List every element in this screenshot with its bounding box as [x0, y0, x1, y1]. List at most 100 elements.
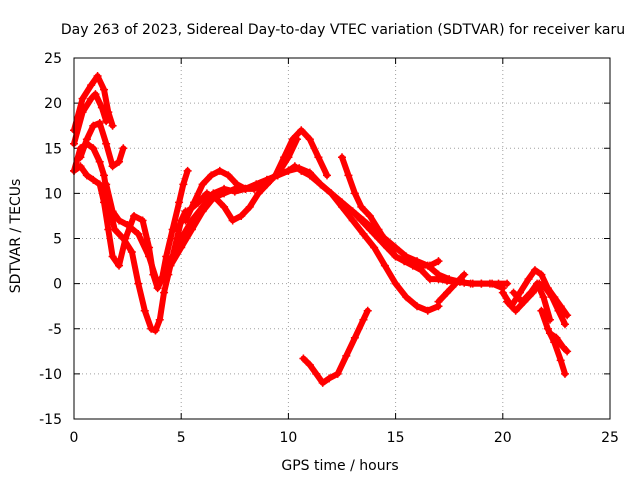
- data-point-marker: [198, 180, 207, 189]
- data-point-marker: [365, 225, 374, 234]
- series-track-16: [509, 279, 554, 324]
- plot-frame: [73, 57, 611, 420]
- data-point-marker: [211, 193, 220, 202]
- data-point-marker: [425, 261, 434, 270]
- y-axis-label: SDTVAR / TECUs: [8, 179, 24, 294]
- data-point-marker: [172, 225, 181, 234]
- data-point-marker: [89, 121, 98, 130]
- data-point-marker: [284, 166, 293, 175]
- data-point-marker: [494, 279, 503, 288]
- data-point-marker: [554, 306, 563, 315]
- data-point-marker: [78, 108, 87, 117]
- data-point-marker: [134, 229, 143, 238]
- data-point-marker: [338, 198, 346, 207]
- data-point-marker: [108, 162, 117, 171]
- data-point-marker: [119, 144, 128, 153]
- data-point-marker: [556, 356, 565, 365]
- data-point-marker: [537, 306, 546, 315]
- x-tick-label: 25: [601, 430, 619, 446]
- data-point-marker: [383, 243, 392, 252]
- series-track-13: [434, 270, 469, 306]
- data-point-marker: [374, 225, 383, 234]
- series-track-9: [181, 135, 301, 225]
- data-point-marker: [181, 216, 190, 225]
- data-point-marker: [177, 243, 186, 252]
- data-point-marker: [503, 297, 512, 306]
- data-point-marker: [179, 180, 188, 189]
- data-point-marker: [545, 329, 554, 338]
- series-track-3: [76, 118, 128, 171]
- data-point-marker: [434, 297, 443, 306]
- data-point-marker: [357, 216, 366, 225]
- data-point-marker: [318, 378, 327, 387]
- data-point-marker: [232, 180, 241, 189]
- data-point-marker: [104, 225, 113, 234]
- data-point-marker: [350, 189, 359, 198]
- data-point-marker: [518, 297, 527, 306]
- data-point-marker: [115, 157, 124, 166]
- data-point-marker: [160, 270, 169, 279]
- data-point-marker: [108, 252, 117, 261]
- data-point-marker: [95, 157, 104, 166]
- y-tick-label: 25: [44, 51, 62, 67]
- data-point-marker: [443, 288, 452, 297]
- data-point-marker: [284, 153, 293, 162]
- data-point-marker: [89, 144, 98, 153]
- data-point-marker: [295, 164, 304, 173]
- data-point-marker: [537, 270, 546, 279]
- data-point-marker: [130, 211, 139, 220]
- data-point-marker: [374, 234, 383, 243]
- data-point-marker: [400, 257, 409, 266]
- data-point-marker: [292, 135, 301, 144]
- data-point-marker: [100, 198, 109, 207]
- series-track-18: [545, 329, 572, 356]
- data-point-marker: [134, 279, 143, 288]
- data-point-marker: [443, 276, 452, 285]
- data-point-marker: [423, 306, 432, 315]
- data-point-marker: [434, 275, 443, 284]
- data-point-marker: [365, 211, 374, 220]
- data-point-marker: [166, 261, 175, 270]
- data-point-marker: [451, 279, 460, 288]
- data-point-marker: [220, 202, 229, 211]
- data-point-marker: [127, 248, 136, 257]
- data-point-marker: [187, 225, 196, 234]
- data-point-marker: [363, 306, 372, 315]
- data-point-marker: [402, 293, 411, 302]
- y-tick-label: -10: [39, 367, 62, 383]
- data-point-marker: [322, 171, 331, 180]
- data-point-marker: [76, 162, 85, 171]
- data-point-marker: [198, 207, 207, 216]
- data-point-marker: [100, 171, 109, 180]
- data-point-marker: [503, 279, 512, 288]
- data-point-marker: [333, 369, 342, 378]
- data-point-marker: [305, 360, 314, 369]
- data-point-marker: [121, 234, 130, 243]
- data-point-marker: [359, 315, 368, 324]
- series-line: [77, 120, 127, 170]
- data-point-marker: [115, 261, 124, 270]
- data-point-marker: [100, 85, 109, 94]
- data-point-marker: [76, 144, 85, 153]
- y-tick-label: 0: [53, 277, 62, 293]
- series-track-11: [348, 207, 443, 270]
- data-point-marker: [533, 279, 542, 288]
- data-point-marker: [151, 326, 160, 335]
- data-point-marker: [460, 278, 469, 287]
- x-tick-label: 15: [387, 430, 405, 446]
- data-point-marker: [258, 180, 267, 189]
- data-point-marker: [530, 266, 539, 275]
- data-point-marker: [102, 180, 111, 189]
- grid: [74, 58, 610, 419]
- data-point-marker: [102, 117, 111, 126]
- data-point-marker: [338, 153, 346, 162]
- series-track-6: [102, 162, 443, 315]
- data-point-marker: [325, 374, 334, 383]
- data-point-marker: [215, 166, 224, 175]
- data-point-marker: [348, 207, 357, 216]
- x-tick-label: 0: [70, 430, 79, 446]
- data-point-marker: [552, 333, 561, 342]
- data-point-marker: [434, 257, 443, 266]
- data-point-marker: [408, 258, 417, 267]
